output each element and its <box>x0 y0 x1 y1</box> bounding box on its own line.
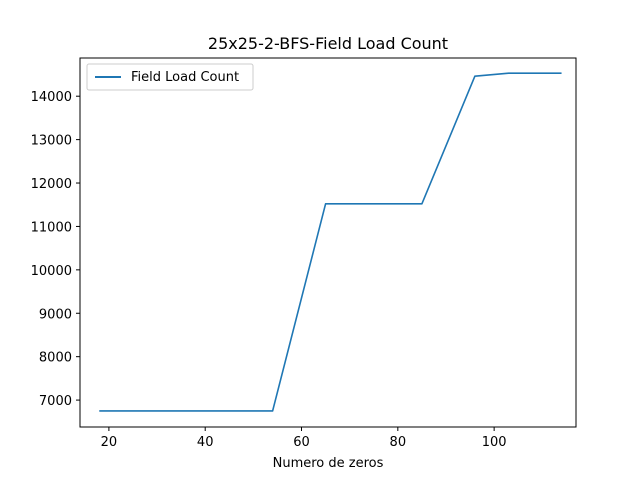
chart-title: 25x25-2-BFS-Field Load Count <box>208 34 448 53</box>
legend-label: Field Load Count <box>131 70 239 85</box>
x-tick-label: 20 <box>101 435 118 450</box>
y-tick-label: 13000 <box>31 134 72 149</box>
x-tick-label: 100 <box>482 435 507 450</box>
y-tick-label: 11000 <box>31 220 72 235</box>
series-line-0 <box>99 72 562 412</box>
legend: Field Load Count <box>86 63 254 91</box>
legend-frame <box>86 63 254 91</box>
y-tick-label: 12000 <box>31 177 72 192</box>
x-tick-label: 60 <box>293 435 310 450</box>
y-tick-label: 9000 <box>39 307 72 322</box>
x-tick-label: 40 <box>197 435 214 450</box>
axes-frame <box>79 57 577 428</box>
x-tick-label: 80 <box>390 435 407 450</box>
y-tick-label: 10000 <box>31 264 72 279</box>
y-tick-label: 7000 <box>39 394 72 409</box>
y-tick-label: 8000 <box>39 351 72 366</box>
x-axis-label: Numero de zeros <box>273 456 384 471</box>
plot-area: 20 40 60 80 100 7000 8000 9000 10000 11000 12000 13… <box>31 57 577 450</box>
y-tick-label: 14000 <box>31 90 72 105</box>
